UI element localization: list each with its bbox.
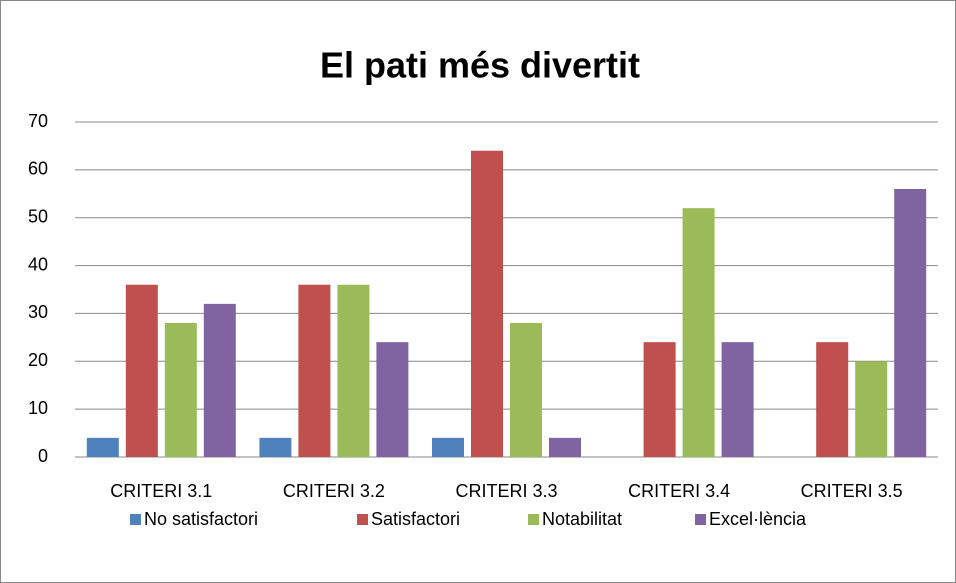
bar (816, 342, 849, 457)
bar (432, 437, 464, 457)
legend-swatch (130, 514, 141, 525)
y-tick-label: 60 (28, 159, 48, 179)
bar (86, 437, 119, 457)
bar (721, 342, 754, 457)
bar (298, 284, 331, 457)
bar (471, 150, 503, 457)
bar (549, 437, 581, 457)
y-tick-label: 10 (28, 398, 48, 418)
legend-label: Satisfactori (371, 509, 460, 529)
bar (510, 323, 542, 457)
bar (643, 342, 676, 457)
legend-label: Excel·lència (709, 509, 807, 529)
bar (259, 437, 292, 457)
bar (164, 323, 197, 457)
x-tick-label: CRITERI 3.4 (628, 481, 730, 501)
legend-swatch (528, 514, 539, 525)
bar (894, 189, 927, 457)
x-tick-label: CRITERI 3.5 (801, 481, 903, 501)
x-tick-label: CRITERI 3.1 (110, 481, 212, 501)
legend-label: No satisfactori (144, 509, 258, 529)
y-tick-label: 20 (28, 350, 48, 370)
y-tick-label: 70 (28, 111, 48, 131)
legend-swatch (695, 514, 706, 525)
y-tick-label: 0 (38, 446, 48, 466)
bar (682, 208, 715, 457)
bar (376, 342, 409, 457)
legend-label: Notabilitat (542, 509, 622, 529)
chart-title: El pati més divertit (320, 45, 640, 86)
bar (125, 284, 158, 457)
bar (337, 284, 370, 457)
bar (855, 361, 888, 457)
y-tick-label: 40 (28, 254, 48, 274)
y-tick-label: 50 (28, 206, 48, 226)
bar (203, 303, 236, 457)
legend-swatch (357, 514, 368, 525)
y-tick-label: 30 (28, 302, 48, 322)
x-tick-label: CRITERI 3.3 (455, 481, 557, 501)
x-tick-label: CRITERI 3.2 (283, 481, 385, 501)
